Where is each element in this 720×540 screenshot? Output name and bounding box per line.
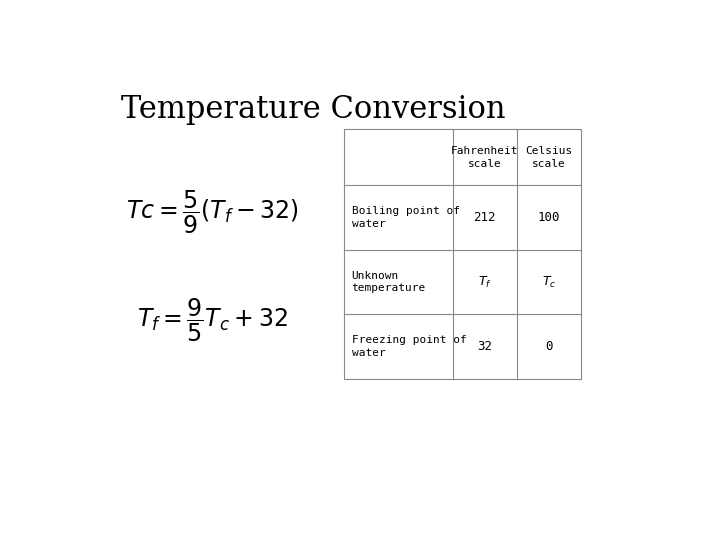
Text: Freezing point of
water: Freezing point of water <box>351 335 467 357</box>
Text: Temperature Conversion: Temperature Conversion <box>121 94 505 125</box>
Text: 0: 0 <box>545 340 553 353</box>
Text: $T_f = \dfrac{9}{5}T_c + 32$: $T_f = \dfrac{9}{5}T_c + 32$ <box>138 297 288 344</box>
Text: $T_c$: $T_c$ <box>541 274 556 289</box>
Text: Unknown
temperature: Unknown temperature <box>351 271 426 293</box>
Text: 212: 212 <box>474 211 496 224</box>
Text: Boiling point of
water: Boiling point of water <box>351 206 459 229</box>
Text: Fahrenheit
scale: Fahrenheit scale <box>451 146 518 168</box>
Text: 32: 32 <box>477 340 492 353</box>
Text: 100: 100 <box>538 211 560 224</box>
Text: $Tc = \dfrac{5}{9}(T_f - 32)$: $Tc = \dfrac{5}{9}(T_f - 32)$ <box>127 188 299 236</box>
Bar <box>344 129 581 379</box>
Text: $T_f$: $T_f$ <box>478 274 492 289</box>
Text: Celsius
scale: Celsius scale <box>526 146 572 168</box>
